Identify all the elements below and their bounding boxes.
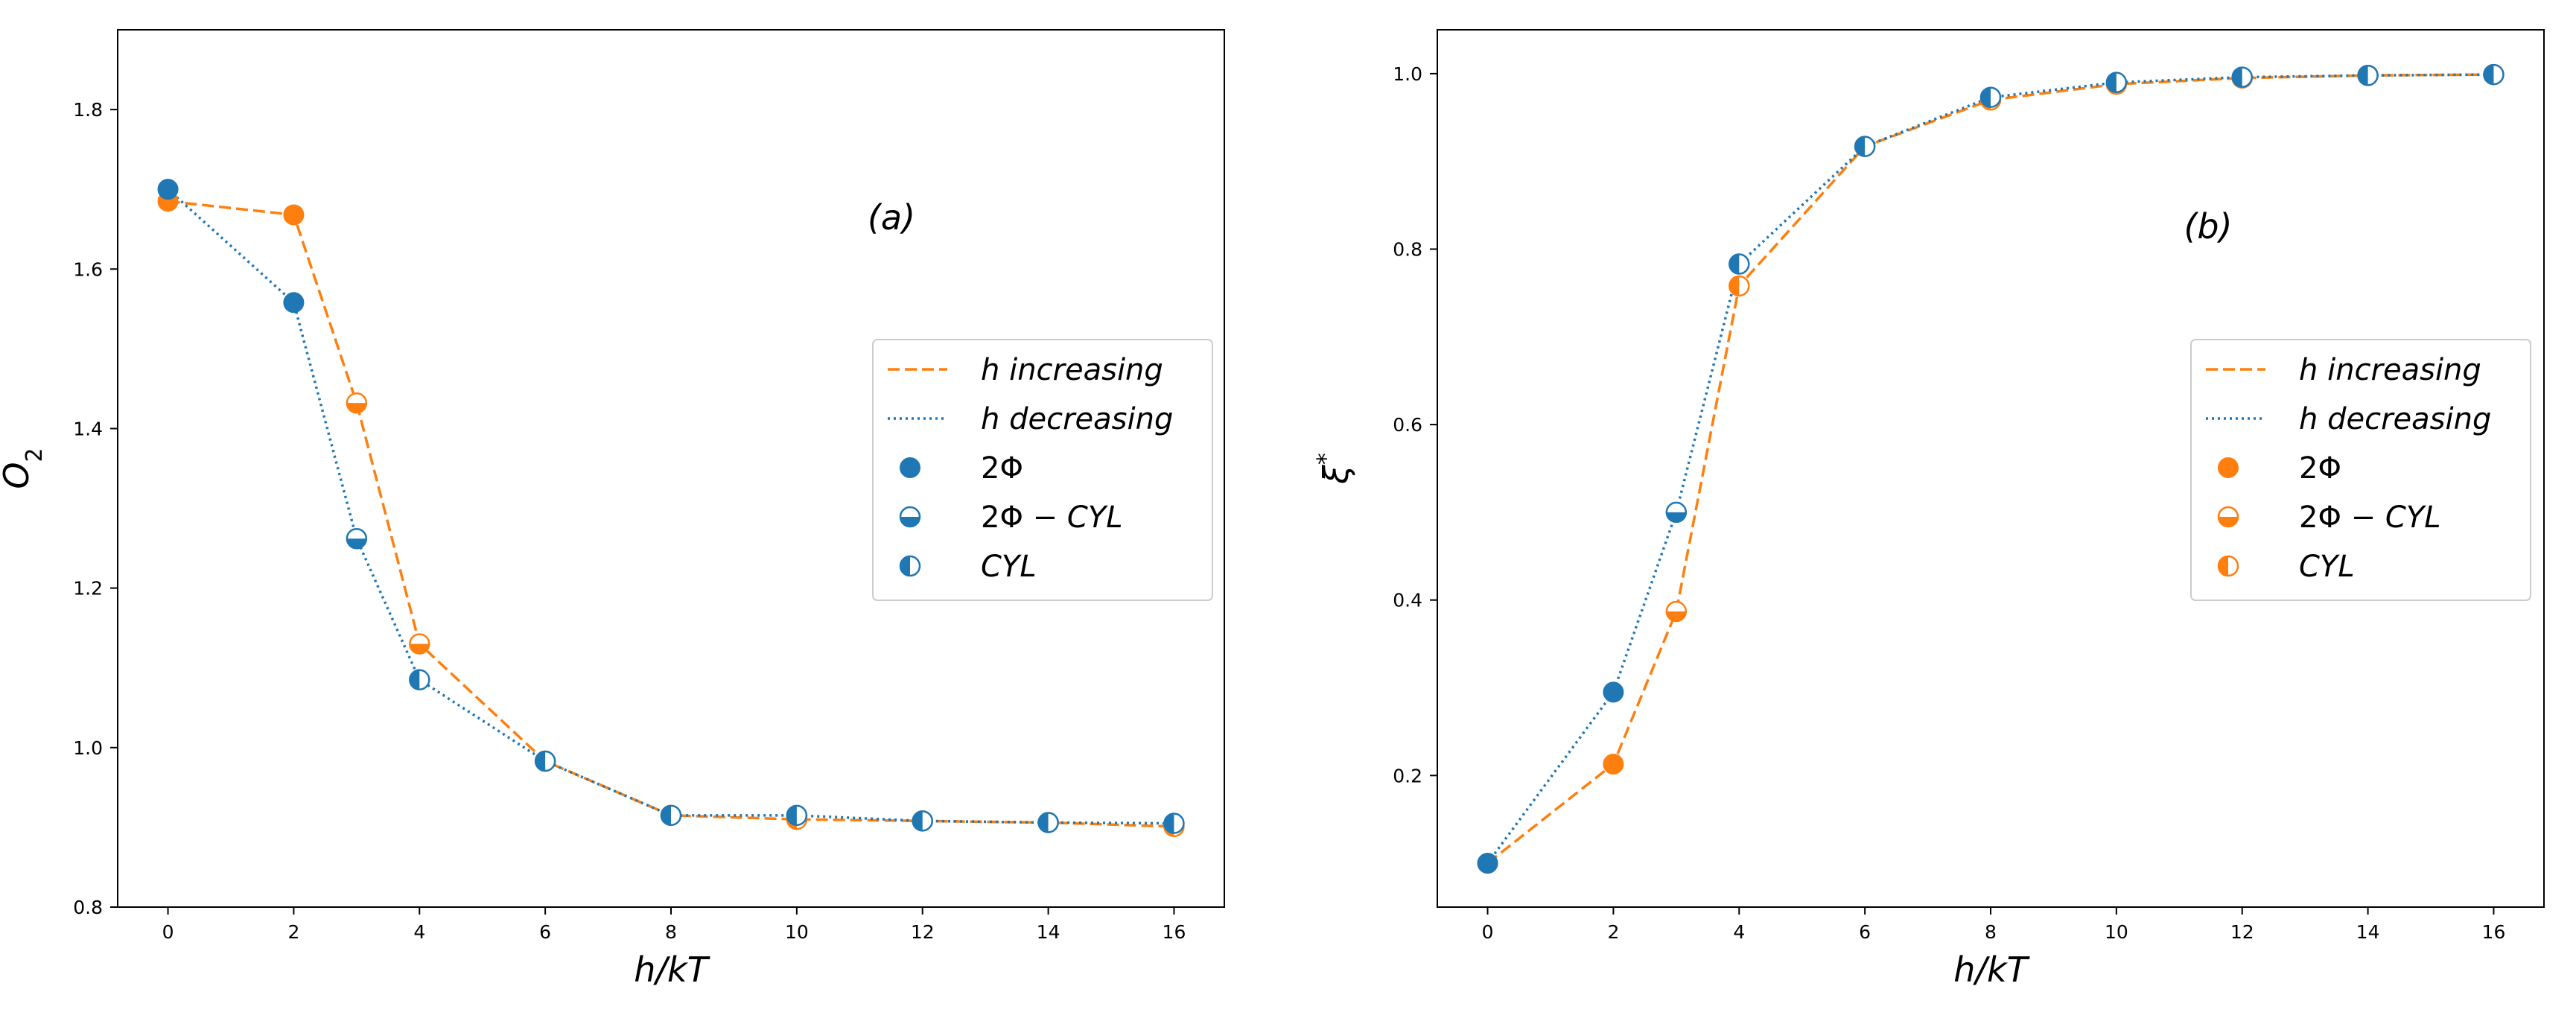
legend-entry: 2Φ	[2218, 451, 2341, 486]
data-point-increasing	[409, 633, 430, 655]
legend-label: 2Φ − CYL	[981, 500, 1123, 535]
y-tick-label: 1.4	[73, 418, 103, 439]
legend-entry: 2Φ − CYL	[2217, 500, 2441, 535]
legend: h increasing h decreasing 2Φ 2Φ − CYL CYL	[2190, 339, 2531, 601]
y-tick-label: 1.8	[73, 99, 103, 121]
data-point-decreasing	[1037, 812, 1059, 833]
panel-label: (a)	[868, 197, 915, 238]
x-tick-label: 10	[785, 921, 809, 943]
panel-label: (b)	[2184, 206, 2232, 247]
data-point-decreasing	[786, 804, 808, 827]
x-tick-label: 6	[1859, 921, 1871, 943]
legend: h increasing h decreasing 2Φ 2Φ − CYL CYL	[872, 339, 1213, 601]
y-tick-label: 0.2	[1393, 765, 1422, 786]
data-point-decreasing	[2483, 63, 2505, 86]
x-axis-title: h/kT	[1953, 950, 2030, 990]
legend-label: CYL	[981, 550, 1037, 584]
x-tick-label: 16	[2482, 921, 2506, 943]
data-point-increasing	[346, 392, 368, 414]
legend-entry: CYL	[2217, 550, 2355, 584]
legend-label: 2Φ − CYL	[2299, 500, 2441, 535]
x-tick-label: 16	[1163, 921, 1186, 943]
legend-entry: 2Φ	[900, 451, 1023, 486]
legend-label: h decreasing	[981, 402, 1173, 436]
data-point-increasing	[1665, 600, 1688, 623]
legend-box	[2190, 339, 2531, 601]
data-point-decreasing	[157, 179, 179, 200]
legend-entry: h decreasing	[888, 402, 1173, 436]
y-tick-label: 1.2	[73, 578, 103, 600]
series-line-increasing	[168, 200, 1174, 828]
x-tick-label: 8	[665, 921, 677, 943]
x-tick-label: 0	[162, 921, 174, 943]
legend-entry: CYL	[899, 550, 1037, 584]
y-axis-title: O2	[0, 448, 48, 489]
data-point-decreasing	[1854, 136, 1876, 157]
legend-label: h increasing	[2299, 353, 2481, 387]
data-point-decreasing	[2105, 71, 2128, 93]
legend-entry: h increasing	[888, 353, 1163, 387]
series-line-decreasing	[167, 188, 1174, 825]
data-point-decreasing	[534, 750, 556, 772]
legend-entry: 2Φ − CYL	[899, 500, 1123, 535]
data-point-decreasing	[1665, 501, 1688, 524]
legend-marker-sample	[899, 506, 921, 528]
y-tick-label: 1.0	[73, 737, 103, 759]
x-tick-label: 4	[1733, 921, 1745, 943]
legend-marker-sample	[2217, 506, 2239, 528]
data-point-increasing	[283, 204, 305, 226]
data-point-decreasing	[2231, 66, 2253, 88]
legend-label: h decreasing	[2299, 402, 2491, 436]
legend-label: 2Φ	[981, 451, 1023, 486]
legend-entry: h decreasing	[2206, 402, 2491, 436]
x-tick-label: 12	[911, 921, 935, 943]
y-axis-title: ξ*	[1311, 453, 1356, 485]
legend-marker-sample	[2217, 555, 2239, 577]
legend-label: CYL	[2299, 550, 2355, 584]
y-tick-label: 0.8	[1393, 239, 1422, 261]
x-tick-label: 2	[1607, 921, 1619, 943]
y-tick-label: 1.0	[1393, 63, 1422, 85]
data-point-decreasing	[1163, 813, 1185, 834]
legend-box	[872, 339, 1213, 601]
legend-marker-sample	[899, 555, 921, 577]
data-point-increasing	[1603, 753, 1624, 775]
x-tick-label: 6	[539, 921, 551, 943]
data-point-increasing	[1729, 275, 1750, 297]
x-tick-label: 10	[2105, 921, 2128, 943]
data-point-decreasing	[912, 810, 933, 832]
series-line-decreasing	[1486, 73, 2494, 865]
x-tick-label: 12	[2230, 921, 2254, 943]
legend-marker-sample	[900, 457, 920, 478]
x-tick-label: 14	[2356, 921, 2380, 943]
x-tick-label: 14	[1037, 921, 1060, 943]
y-tick-label: 1.6	[73, 258, 103, 280]
x-tick-label: 2	[287, 921, 299, 943]
data-point-decreasing	[1979, 86, 2002, 108]
y-tick-label: 0.4	[1393, 590, 1422, 611]
x-tick-label: 4	[413, 921, 425, 943]
data-point-decreasing	[346, 527, 368, 550]
y-tick-label: 0.8	[73, 897, 103, 918]
data-point-decreasing	[2357, 65, 2379, 86]
legend-marker-sample	[2218, 457, 2239, 478]
legend-entry: h increasing	[2206, 353, 2481, 387]
data-point-decreasing	[1603, 681, 1624, 703]
chart-panel-a: 0 2 4 6 8 10 12 14 16 0.8 1.0 1.2 1.4 1.6 1.8 h/kT O2 (a)…	[0, 29, 1225, 990]
data-point-decreasing	[660, 804, 682, 827]
x-tick-label: 8	[1985, 921, 1997, 943]
legend-label: h increasing	[981, 353, 1163, 387]
y-tick-label: 0.6	[1393, 414, 1422, 436]
data-point-decreasing	[283, 292, 305, 314]
x-tick-label: 0	[1482, 921, 1494, 943]
x-axis-title: h/kT	[634, 950, 710, 990]
legend-label: 2Φ	[2299, 451, 2341, 486]
data-point-decreasing	[1477, 853, 1498, 874]
chart-panel-b: 0 2 4 6 8 10 12 14 16 0.2 0.4 0.6 0.8 1.0 h/kT ξ* (b) h i…	[1311, 29, 2545, 990]
data-point-decreasing	[1729, 253, 1750, 275]
data-point-decreasing	[409, 669, 430, 691]
